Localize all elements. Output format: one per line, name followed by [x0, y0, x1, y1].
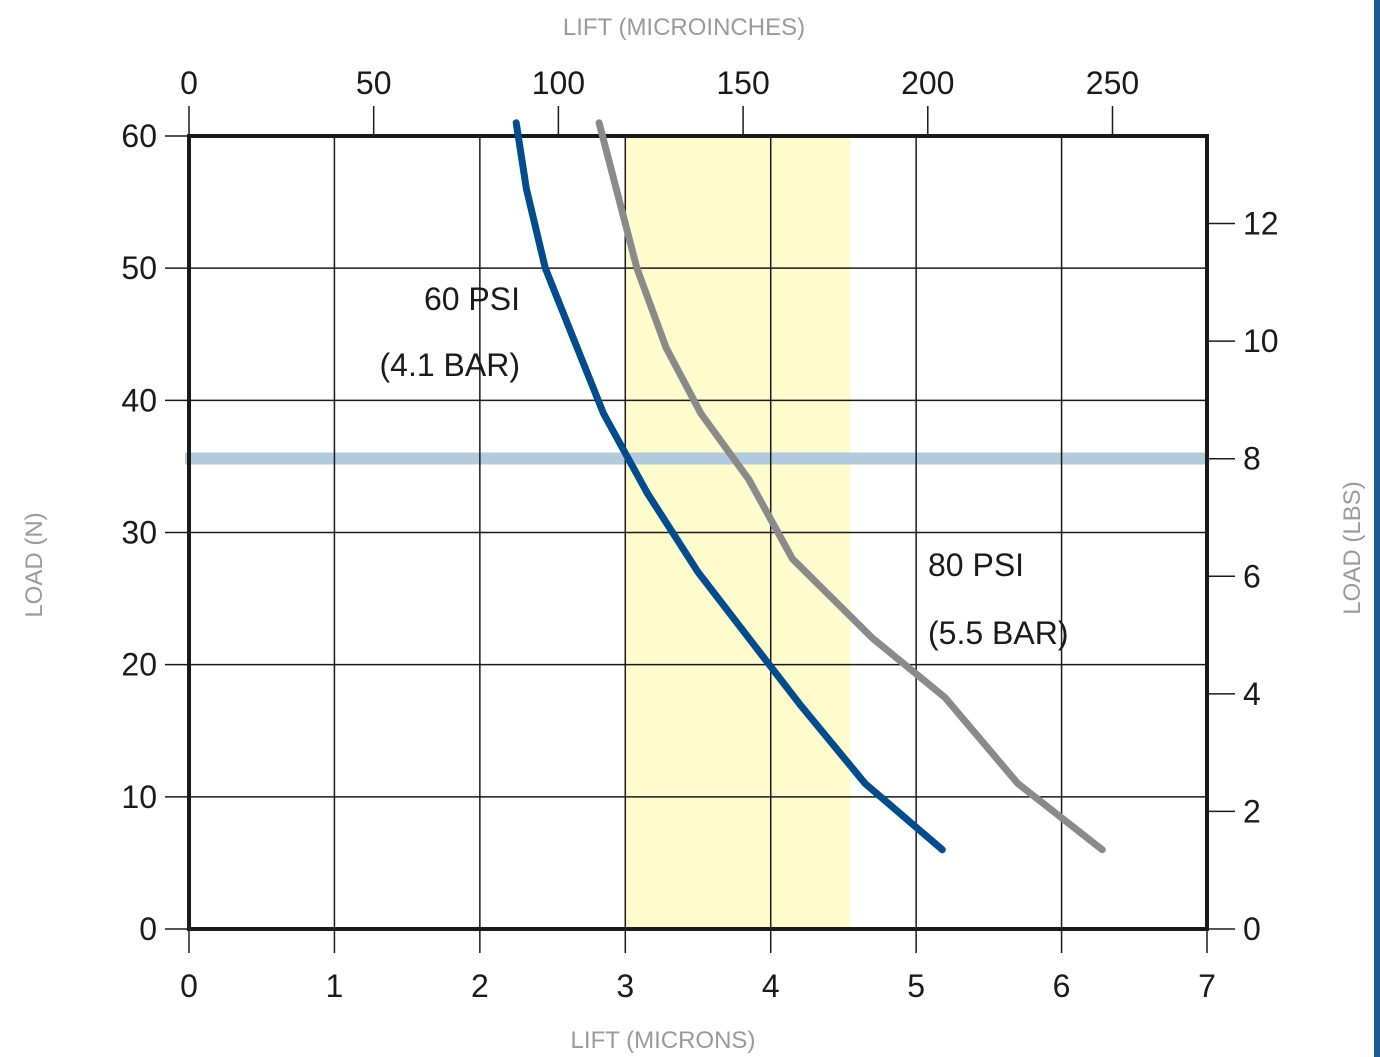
x-tick-label: 1 [326, 968, 344, 1004]
top-tick-label: 50 [356, 65, 392, 101]
right-tick-label: 6 [1243, 558, 1261, 594]
y-tick-label: 40 [121, 382, 157, 418]
right-tick-label: 12 [1243, 206, 1279, 242]
y-tick-label: 30 [121, 515, 157, 551]
x-tick-label: 4 [762, 968, 780, 1004]
top-axis-title: LIFT (MICROINCHES) [563, 14, 805, 41]
y-tick-label: 10 [121, 779, 157, 815]
y-tick-label: 50 [121, 250, 157, 286]
x-tick-label: 5 [907, 968, 925, 1004]
x-tick-label: 7 [1198, 968, 1216, 1004]
right-edge-bar [1374, 0, 1380, 1057]
left-axis-title: LOAD (N) [21, 512, 48, 617]
y-tick-label: 60 [121, 118, 157, 154]
series-layer [512, 119, 1106, 854]
top-tick-label: 0 [180, 65, 198, 101]
x-tick-label: 0 [180, 968, 198, 1004]
top-tick-label: 200 [901, 65, 954, 101]
y-tick-label: 0 [139, 911, 157, 947]
x-tick-label: 2 [471, 968, 489, 1004]
annotation-60psi-line1: 60 PSI [424, 281, 520, 317]
right-tick-label: 8 [1243, 441, 1261, 477]
y-tick-label: 20 [121, 647, 157, 683]
right-tick-label: 10 [1243, 323, 1279, 359]
bottom-axis-title: LIFT (MICRONS) [571, 1027, 756, 1054]
series-line-80psi [595, 119, 1106, 854]
right-axis-title: LOAD (LBS) [1339, 481, 1366, 614]
top-tick-label: 250 [1086, 65, 1139, 101]
x-tick-label: 3 [616, 968, 634, 1004]
top-tick-label: 150 [716, 65, 769, 101]
series-line-60psi [512, 119, 946, 854]
plot-frame [187, 134, 1209, 931]
right-tick-label: 4 [1243, 676, 1261, 712]
annotation-60psi-line2: (4.1 BAR) [380, 347, 520, 383]
right-tick-label: 2 [1243, 793, 1261, 829]
x-tick-label: 6 [1053, 968, 1071, 1004]
top-tick-label: 100 [532, 65, 585, 101]
annotation-80psi-line1: 80 PSI [928, 547, 1024, 583]
right-tick-label: 0 [1243, 911, 1261, 947]
annotation-80psi-line2: (5.5 BAR) [928, 615, 1068, 651]
